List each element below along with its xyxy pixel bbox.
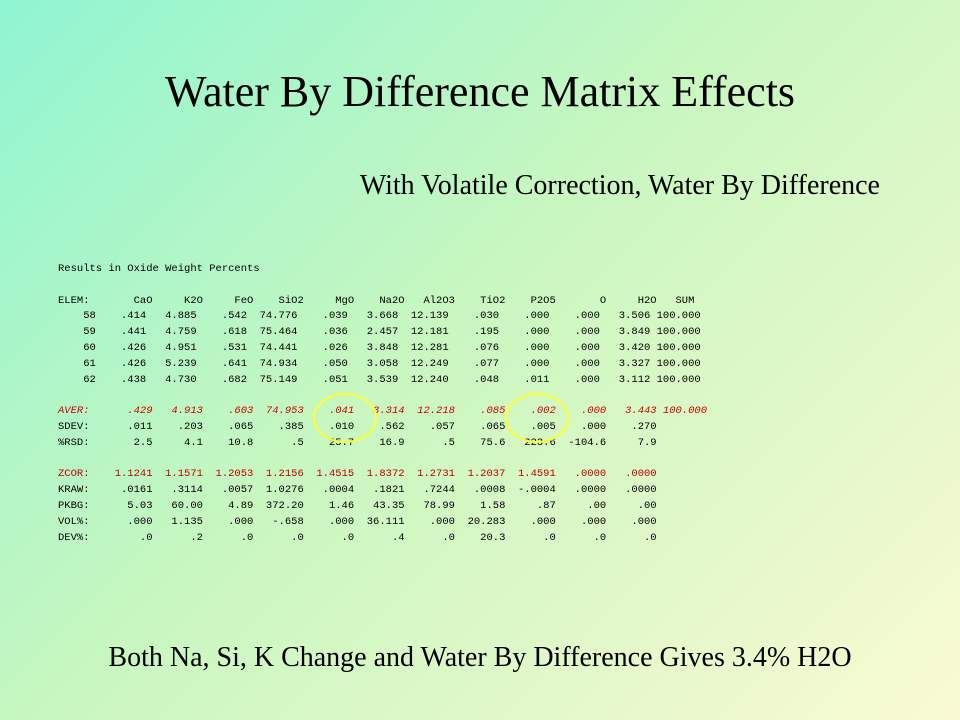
rsd-row: %RSD: 2.5 4.1 10.8 .5 25.7 16.9 .5 75.6 … (58, 436, 657, 449)
devp-row: DEV%: .0 .2 .0 .0 .0 .4 .0 20.3 .0 .0 .0 (58, 531, 657, 544)
results-table: Results in Oxide Weight Percents ELEM: C… (58, 262, 707, 546)
sdev-row: SDEV: .011 .203 .065 .385 .010 .562 .057… (58, 420, 657, 433)
table-row: 59 .441 4.759 .618 75.464 .036 2.457 12.… (58, 326, 701, 339)
slide-title: Water By Difference Matrix Effects (164, 67, 796, 116)
volp-row: VOL%: .000 1.135 .000 -.658 .000 36.111 … (58, 515, 657, 528)
pkbg-row: PKBG: 5.03 60.00 4.89 372.20 1.46 43.35 … (58, 499, 657, 512)
table-header-row: ELEM: CaO K2O FeO SiO2 MgO Na2O Al2O3 Ti… (58, 294, 695, 307)
table-row: 61 .426 5.239 .641 74.934 .050 3.058 12.… (58, 357, 701, 370)
slide-subtitle: With Volatile Correction, Water By Diffe… (359, 170, 880, 201)
kraw-row: KRAW: .0161 .3114 .0057 1.0276 .0004 .18… (58, 484, 657, 497)
slide-footer: Both Na, Si, K Change and Water By Diffe… (108, 642, 852, 673)
table-row: 60 .426 4.951 .531 74.441 .026 3.848 12.… (58, 341, 701, 354)
table-heading: Results in Oxide Weight Percents (58, 263, 260, 275)
average-row: AVER: .429 4.913 .603 74.953 .041 3.314 … (58, 405, 708, 418)
table-row: 58 .414 4.885 .542 74.776 .039 3.668 12.… (58, 310, 701, 323)
zcor-row: ZCOR: 1.1241 1.1571 1.2053 1.2156 1.4515… (58, 468, 657, 481)
highlight-circle-sio2 (313, 393, 377, 443)
highlight-circle-al2o3 (505, 393, 569, 443)
table-row: 62 .438 4.730 .682 75.149 .051 3.539 12.… (58, 373, 701, 386)
